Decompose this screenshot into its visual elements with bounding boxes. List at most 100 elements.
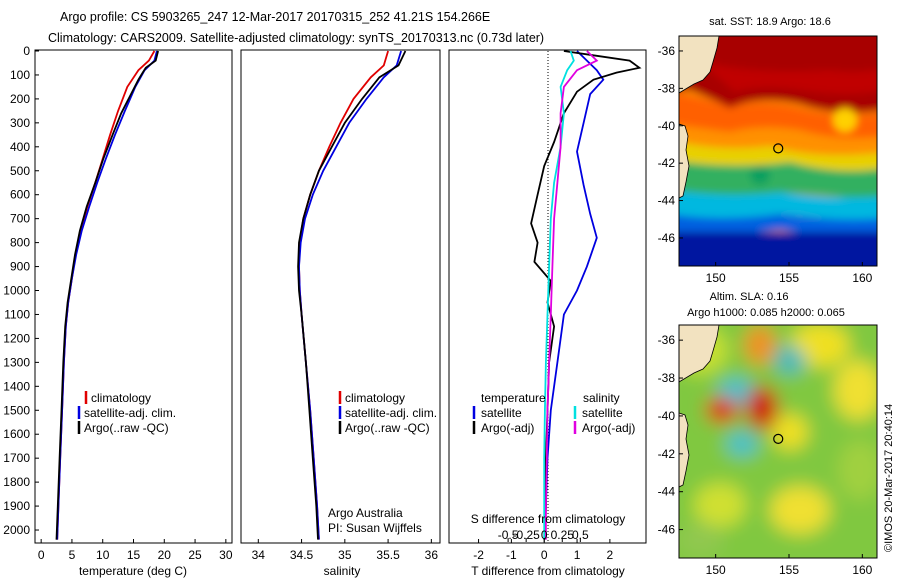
sla-map-ticks: 150 155 160 -36 -38 -40 -42 -44 -46 (658, 333, 873, 577)
legend-satellite-label: satellite-adj. clim. (345, 406, 437, 420)
y-tick-label: 1800 (3, 475, 30, 489)
lon-tick-label: 160 (852, 271, 872, 285)
lon-tick-label: 150 (706, 563, 726, 577)
lat-tick-label: -42 (658, 447, 676, 461)
y-tick-label: 600 (10, 188, 30, 202)
legend-salinity-title: salinity (583, 391, 620, 405)
series-line-s-satellite (543, 50, 575, 540)
temperature-plot-frame (34, 49, 233, 544)
lat-tick-label: -40 (658, 409, 676, 423)
argo-position-marker (773, 433, 784, 444)
x2-tick-label: -0.5 (498, 528, 519, 542)
temperature-x-ticks: 0 5 10 15 20 25 30 (38, 539, 233, 562)
y-tick-label: 500 (10, 164, 30, 178)
salinity-difference-x-ticks: -0.5-0.25 0 0.250.5 (498, 528, 589, 542)
y-tick-label: 1700 (3, 451, 30, 465)
x-tick-label: 25 (188, 548, 202, 562)
legend-t-satellite-label: satellite (481, 406, 522, 420)
temperature-x-label: temperature (deg C) (79, 564, 187, 578)
series-line-s-argo-adj- (545, 50, 599, 540)
s-difference-label: S difference from climatology (471, 512, 626, 526)
difference-series (530, 50, 642, 540)
y-tick-label: 400 (10, 140, 30, 154)
y-tick-label: 100 (10, 68, 30, 82)
lon-tick-label: 155 (779, 563, 799, 577)
difference-x-ticks: -2 -1 0 1 2 (473, 539, 614, 562)
legend-s-argo-label: Argo(-adj) (582, 421, 635, 435)
salinity-x-ticks: 34 34.5 35 35.5 36 (252, 539, 438, 562)
x-tick-label: 34 (252, 548, 266, 562)
lat-tick-label: -46 (658, 523, 676, 537)
lat-tick-label: -42 (658, 156, 676, 170)
lat-tick-label: -40 (658, 119, 676, 133)
y-tick-label: 700 (10, 212, 30, 226)
x-tick-label: 35.5 (376, 548, 400, 562)
x-tick-label: 5 (69, 548, 76, 562)
sla-map-title-line1: Altim. SLA: 0.16 (710, 291, 789, 303)
y-tick-label: 1400 (3, 379, 30, 393)
x-tick-label: 0 (541, 548, 548, 562)
y-tick-label: 800 (10, 236, 30, 250)
x-tick-label: 0 (38, 548, 45, 562)
australia-landmass (679, 325, 720, 383)
salinity-panel: 34 34.5 35 35.5 36 climatology satellite-adj… (240, 49, 441, 578)
salinity-series (297, 50, 407, 540)
y-tick-label: 0 (23, 44, 30, 58)
x-tick-label: 1 (574, 548, 581, 562)
difference-panel: -2 -1 0 1 2 -0.5-0.25 0 0.250.5 temperature sa… (448, 49, 647, 578)
lon-tick-label: 155 (779, 271, 799, 285)
figure-title-line2: Climatology: CARS2009. Satellite-adjuste… (48, 31, 544, 45)
x2-tick-label: 0.25 (551, 528, 575, 542)
y-tick-label: 1500 (3, 403, 30, 417)
annotation-pi: PI: Susan Wijffels (328, 521, 422, 535)
legend-argo-label: Argo(..raw -QC) (345, 421, 430, 435)
legend-s-satellite-label: satellite (582, 406, 623, 420)
tasmania-island (679, 412, 690, 488)
lon-tick-label: 160 (852, 563, 872, 577)
argo-position-marker (773, 143, 784, 154)
australia-landmass (679, 36, 720, 94)
x-tick-label: 2 (607, 548, 614, 562)
legend-t-argo-label: Argo(-adj) (481, 421, 534, 435)
y-tick-label: 1200 (3, 331, 30, 345)
sst-map-ticks: 150 155 160 -36 -38 -40 -42 -44 -46 (658, 44, 873, 285)
x-tick-label: 35 (338, 548, 352, 562)
temperature-y-ticks: 0 100 200 300 400 500 600 700 800 900 1000 1100 1200… (3, 44, 39, 537)
lon-tick-label: 150 (706, 271, 726, 285)
lat-tick-label: -44 (658, 485, 676, 499)
series-line-argo-raw-qc- (55, 50, 159, 540)
sst-map-frame (678, 35, 878, 267)
lat-tick-label: -36 (658, 333, 676, 347)
x-tick-label: 20 (158, 548, 172, 562)
t-difference-label: T difference from climatology (471, 564, 625, 578)
sla-map-frame (678, 324, 878, 559)
legend-climatology-label: climatology (345, 391, 405, 405)
salinity-plot-frame (240, 49, 441, 544)
y-tick-label: 300 (10, 116, 30, 130)
y-tick-label: 200 (10, 92, 30, 106)
sla-map-panel: Altim. SLA: 0.16 Argo h1000: 0.085 h2000… (658, 291, 878, 577)
y-tick-label: 1000 (3, 284, 30, 298)
series-line-argo-raw-qc- (297, 50, 407, 540)
series-line-t-satellite (543, 50, 605, 540)
legend-temperature-title: temperature (481, 391, 546, 405)
x2-tick-label: 0 (541, 528, 548, 542)
temperature-series (55, 50, 159, 540)
tasmania-island (679, 123, 690, 199)
legend-argo-label: Argo(..raw -QC) (84, 421, 169, 435)
legend-satellite-label: satellite-adj. clim. (84, 406, 176, 420)
y-tick-label: 1900 (3, 499, 30, 513)
lat-tick-label: -38 (658, 371, 676, 385)
y-tick-label: 1100 (4, 307, 30, 321)
salinity-x-label: salinity (324, 564, 361, 578)
x2-tick-label: -0.25 (512, 528, 540, 542)
lat-tick-label: -38 (658, 81, 676, 95)
y-tick-label: 1600 (3, 427, 30, 441)
x-tick-label: 15 (127, 548, 141, 562)
sla-map-title-line2: Argo h1000: 0.085 h2000: 0.065 (687, 307, 845, 319)
y-tick-label: 2000 (3, 523, 30, 537)
y-tick-label: 1300 (3, 355, 30, 369)
lat-tick-label: -44 (658, 194, 676, 208)
lat-tick-label: -36 (658, 44, 676, 58)
y-tick-label: 900 (10, 260, 30, 274)
